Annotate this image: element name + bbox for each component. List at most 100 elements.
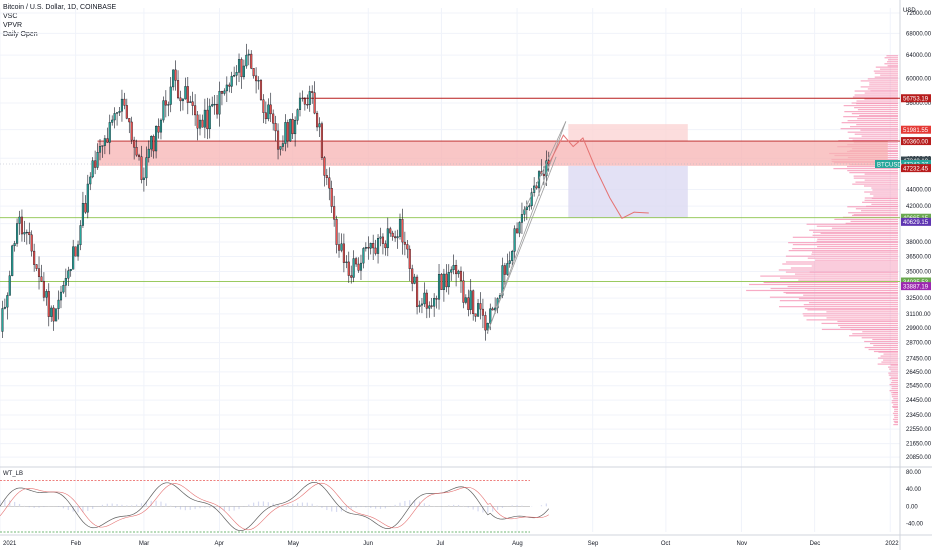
candle-body (81, 203, 84, 226)
candle-body (311, 91, 314, 93)
vpvr-bar (881, 361, 898, 363)
candle-body (164, 100, 167, 106)
osc-histogram-bar (72, 506, 74, 512)
candle-body (513, 228, 516, 252)
candle-body (252, 68, 255, 77)
vpvr-bar (854, 90, 898, 92)
candle-body (62, 285, 65, 293)
vpvr-bar (851, 113, 898, 115)
osc-histogram-bar (14, 501, 16, 507)
vpvr-bar (857, 118, 898, 120)
osc-histogram-bar (296, 503, 299, 507)
indicator-label-vpvr[interactable]: VPVR (3, 22, 23, 29)
candle-body (211, 104, 214, 107)
candle-body (328, 177, 331, 189)
candle-body (411, 268, 414, 284)
vpvr-bar (854, 94, 898, 96)
candle-body (116, 112, 119, 114)
vpvr-bar (792, 236, 898, 238)
vpvr-bar (889, 384, 898, 386)
osc-histogram-bar (57, 506, 60, 507)
vpvr-bar (780, 277, 898, 279)
time-tick-label: 2021 (3, 541, 17, 547)
candle-body (530, 192, 533, 206)
vpvr-bar (889, 378, 898, 380)
candle-body (384, 243, 387, 249)
candle-body (447, 272, 450, 288)
vpvr-bar (820, 232, 898, 234)
candle-body (169, 86, 172, 105)
candle-body (342, 243, 345, 263)
time-tick-label: Jul (436, 541, 444, 547)
vpvr-bar (889, 390, 898, 392)
osc-histogram-bar (428, 504, 430, 507)
candle-body (413, 276, 416, 284)
candle-body (303, 98, 306, 105)
vpvr-bar (847, 206, 898, 208)
candle-body (84, 203, 87, 213)
candle-body (30, 234, 33, 252)
candle-body (381, 236, 384, 244)
indicator-label-daily-open[interactable]: Daily Open (3, 31, 38, 38)
osc-histogram-bar (370, 506, 372, 508)
candle-body (379, 236, 382, 239)
candle-body (484, 315, 487, 331)
candle-body (25, 231, 28, 234)
candle-body (157, 126, 160, 133)
candle-body (64, 278, 67, 286)
vpvr-bar (845, 222, 898, 224)
price-tick-label: 38000.00 (906, 240, 932, 246)
candle-body (196, 114, 199, 129)
vpvr-bar (891, 386, 898, 388)
price-tick-label: 64000.00 (906, 53, 932, 59)
candle-body (176, 80, 180, 99)
candle-body (489, 308, 492, 324)
osc-tick-label: 80.00 (906, 470, 922, 476)
osc-histogram-bar (199, 506, 201, 509)
vpvr-bar (806, 223, 898, 225)
osc-histogram-bar (306, 502, 308, 507)
chart-title: Bitcoin / U.S. Dollar, 1D, COINBASE (3, 4, 117, 11)
vpvr-bar (861, 337, 898, 339)
vpvr-bar (880, 74, 898, 76)
vpvr-bar (844, 111, 898, 113)
osc-histogram-bar (277, 504, 279, 507)
price-tick-label: 36500.00 (906, 254, 932, 260)
candle-body (6, 295, 9, 308)
vpvr-bar (803, 294, 898, 296)
vpvr-bar (760, 275, 898, 277)
candle-body (511, 251, 514, 261)
vpvr-bar (891, 394, 898, 396)
vpvr-bar (792, 244, 898, 246)
candle-body (216, 103, 219, 115)
candle-body (437, 274, 441, 300)
vpvr-bar (848, 212, 898, 214)
candle-body (245, 54, 248, 67)
osc-histogram-bar (140, 503, 143, 507)
price-tick-label: 23450.00 (906, 413, 932, 419)
vpvr-bar (852, 333, 898, 335)
vpvr-bar (891, 400, 898, 402)
vpvr-bar (833, 168, 898, 170)
candle-body (74, 246, 77, 257)
candle-body (106, 138, 109, 143)
candle-body (233, 75, 236, 77)
candle-body (3, 306, 6, 309)
candle-body (98, 146, 102, 153)
candle-body (394, 236, 397, 239)
price-label: 40629.15 (903, 220, 929, 226)
candle-body (459, 270, 463, 281)
candle-body (137, 154, 141, 157)
candle-body (72, 246, 75, 270)
candle-body (181, 98, 184, 102)
osc-histogram-bar (262, 501, 265, 507)
candle-body (418, 304, 421, 307)
osc-histogram-bar (311, 503, 313, 507)
indicator-label-vsc[interactable]: VSC (3, 13, 18, 20)
candle-body (318, 123, 321, 128)
oscillator-label: WT_LB (3, 471, 23, 477)
candle-body (18, 216, 21, 224)
candle-body (91, 160, 94, 178)
price-tick-label: 21650.00 (906, 442, 932, 448)
